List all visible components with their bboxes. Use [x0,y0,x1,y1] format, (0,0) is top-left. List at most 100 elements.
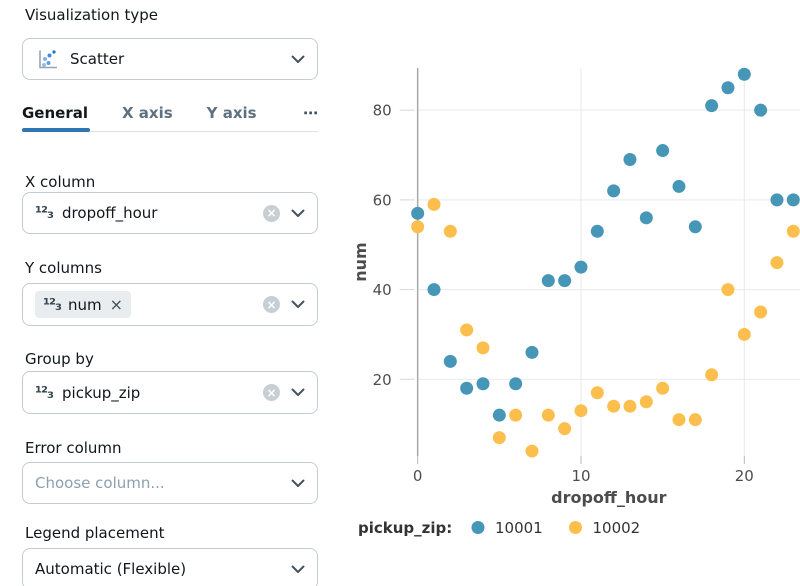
visualization-type-label: Visualization type [25,6,159,24]
tab-x-axis[interactable]: X axis [122,104,173,131]
data-point-10001[interactable] [737,67,751,81]
clear-x-column-icon[interactable]: × [263,204,280,222]
tab-general[interactable]: General [22,104,90,132]
chevron-down-icon [291,565,305,574]
error-column-placeholder: Choose column... [35,474,165,492]
scatter-chart-icon [35,47,60,72]
data-point-10001[interactable] [509,377,523,391]
data-point-10002[interactable] [476,341,490,355]
y-axis-tick-label: 60 [373,191,392,209]
data-point-10002[interactable] [492,431,506,445]
y-columns-label: Y columns [25,259,102,277]
tabs-overflow-button[interactable]: ⋯ [277,104,318,131]
group-by-label: Group by [25,350,94,368]
tab-y-axis[interactable]: Y axis [207,104,257,131]
data-point-10002[interactable] [705,368,719,382]
error-column-select[interactable]: Choose column... [22,462,318,504]
group-by-value: pickup_zip [62,383,141,402]
visualization-type-select[interactable]: Scatter [22,38,318,80]
data-point-10001[interactable] [492,408,506,422]
data-point-10001[interactable] [443,354,457,368]
x-axis-tick-label: 20 [735,467,754,485]
data-point-10001[interactable] [476,377,490,391]
data-point-10002[interactable] [525,444,539,458]
x-axis-title: dropoff_hour [551,488,667,507]
x-column-select[interactable]: ¹²₃ dropoff_hour × [22,192,318,234]
settings-tabs: General X axis Y axis ⋯ [22,104,318,132]
data-point-10002[interactable] [590,386,604,400]
scatter-chart: 20 40 60 80 0 10 20 dropoff_hour num pickup_zip: 1… [351,67,800,537]
data-point-10001[interactable] [460,381,474,395]
data-point-10001[interactable] [754,103,768,117]
remove-chip-icon[interactable]: × [109,294,124,314]
legend-swatch-10001[interactable] [471,521,485,534]
y-columns-select[interactable]: ¹²₃ num × × [22,283,318,326]
data-point-10002[interactable] [411,220,425,234]
data-point-10002[interactable] [443,224,457,238]
legend-placement-select[interactable]: Automatic (Flexible) [22,548,318,586]
data-point-10002[interactable] [688,413,702,427]
active-tab-underline [22,128,90,132]
data-point-10002[interactable] [737,327,751,341]
data-point-10001[interactable] [656,144,670,158]
number-type-icon: ¹²₃ [35,203,54,222]
data-point-10002[interactable] [672,413,686,427]
tab-y-axis-label: Y axis [206,104,257,122]
clear-y-columns-icon[interactable]: × [263,296,280,313]
chevron-down-icon [291,479,305,488]
legend-title: pickup_zip: [358,519,452,537]
x-column-value: dropoff_hour [62,204,158,222]
number-type-icon: ¹²₃ [35,382,54,402]
data-point-10002[interactable] [607,399,621,413]
data-point-10002[interactable] [639,395,653,409]
data-point-10002[interactable] [656,381,670,395]
tab-x-axis-label: X axis [122,104,173,122]
y-axis-tick-label: 20 [373,371,392,389]
y-axis-tick-label: 40 [373,281,392,299]
chevron-down-icon [291,300,305,309]
data-point-10001[interactable] [541,274,555,288]
data-point-10002[interactable] [770,256,784,270]
data-point-10001[interactable] [639,211,653,225]
data-point-10002[interactable] [427,197,441,211]
data-point-10002[interactable] [786,224,800,238]
data-point-10001[interactable] [786,193,800,207]
y-column-chip[interactable]: ¹²₃ num × [35,291,132,318]
y-axis-title: num [351,242,370,281]
data-point-10002[interactable] [721,283,735,297]
data-point-10002[interactable] [574,404,588,418]
data-point-10002[interactable] [558,422,572,436]
data-point-10001[interactable] [590,224,604,238]
data-point-10002[interactable] [623,399,637,413]
number-type-icon: ¹²₃ [43,294,62,314]
data-point-10001[interactable] [770,193,784,207]
data-point-10001[interactable] [411,206,425,220]
data-point-10002[interactable] [460,323,474,337]
data-point-10001[interactable] [705,99,719,113]
data-point-10001[interactable] [607,184,621,198]
data-point-10001[interactable] [558,274,572,288]
data-point-10001[interactable] [574,260,588,274]
x-axis-tick-label: 10 [571,467,590,485]
data-point-10001[interactable] [427,283,441,297]
data-point-10001[interactable] [623,153,637,167]
data-point-10002[interactable] [541,408,555,422]
data-point-10002[interactable] [509,408,523,422]
chevron-down-icon [291,55,305,64]
tab-general-label: General [22,104,88,122]
data-point-10002[interactable] [754,305,768,319]
x-column-label: X column [25,173,96,191]
ellipsis-icon: ⋯ [303,104,318,122]
legend-placement-value: Automatic (Flexible) [35,560,187,578]
data-point-10001[interactable] [525,345,539,359]
group-by-select[interactable]: ¹²₃ pickup_zip × [22,371,318,414]
x-axis-tick-label: 0 [413,467,423,485]
data-point-10001[interactable] [672,179,686,193]
legend-swatch-10002[interactable] [569,521,582,534]
data-point-10001[interactable] [688,220,702,234]
legend-label-10001: 10001 [495,519,543,537]
clear-group-by-icon[interactable]: × [263,384,280,401]
data-point-10001[interactable] [721,81,735,95]
chevron-down-icon [291,388,305,397]
